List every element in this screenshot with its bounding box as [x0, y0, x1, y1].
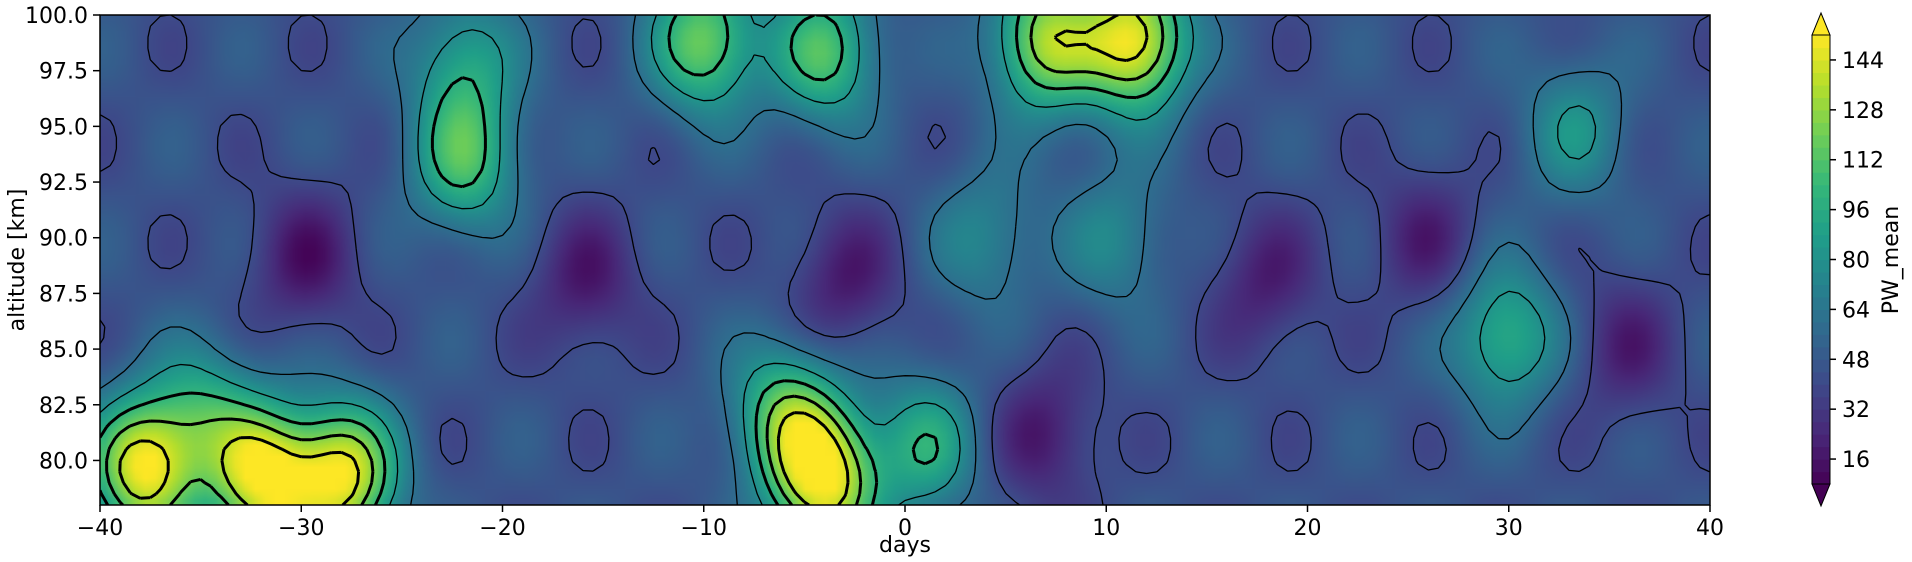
- x-tick-label: −10: [681, 516, 727, 541]
- y-tick-label: 92.5: [39, 171, 88, 196]
- x-tick-label: 10: [1092, 516, 1120, 541]
- colorbar-segment: [1812, 84, 1830, 98]
- contour-level-120: [105, 15, 1165, 505]
- y-tick-label: 100.0: [25, 4, 88, 29]
- colorbar-segment: [1812, 134, 1830, 148]
- colorbar-segment: [1812, 359, 1830, 373]
- y-tick-label: 90.0: [39, 227, 88, 252]
- colorbar-segment: [1812, 222, 1830, 236]
- contour-level-100: [100, 15, 1179, 505]
- colorbar-segment: [1812, 459, 1830, 473]
- colorbar-tick-label: 64: [1842, 298, 1870, 323]
- colorbar-segment: [1812, 159, 1830, 173]
- y-axis-ticks: 80.0 82.5 85.0 87.5 90.0 92.5 95.0 97.5 100.0: [25, 4, 100, 474]
- colorbar-tick-label: 48: [1842, 348, 1870, 373]
- heatmap-field: [100, 15, 1710, 505]
- colorbar-segment: [1812, 421, 1830, 435]
- colorbar-extend-max: [1811, 11, 1831, 36]
- colorbar-segment: [1812, 409, 1830, 423]
- colorbar-segment: [1812, 234, 1830, 248]
- contour-level-80: [100, 15, 1597, 505]
- colorbar-segment: [1812, 209, 1830, 223]
- colorbar-segment: [1812, 309, 1830, 323]
- colorbar-tick-label: 32: [1842, 398, 1870, 423]
- colorbar-label: PW_mean: [1879, 206, 1904, 314]
- plot-area: [99, 14, 1711, 506]
- contour-level-140: [118, 15, 1149, 505]
- colorbar-segment: [1812, 284, 1830, 298]
- colorbar: 16 32 48 64 80 96 112 128 144: [1811, 11, 1884, 508]
- colorbar-segment: [1812, 259, 1830, 273]
- y-axis-label: altitude [km]: [5, 189, 30, 332]
- colorbar-segment: [1812, 72, 1830, 86]
- colorbar-segment: [1812, 321, 1830, 335]
- colorbar-segment: [1812, 471, 1830, 485]
- y-tick-label: 97.5: [39, 60, 88, 85]
- colorbar-tick-label: 96: [1842, 199, 1870, 224]
- colorbar-tick-label: 128: [1842, 99, 1884, 124]
- x-tick-label: −30: [278, 516, 324, 541]
- colorbar-segment: [1812, 97, 1830, 111]
- colorbar-extend-min: [1811, 483, 1831, 508]
- colorbar-segment: [1812, 172, 1830, 186]
- y-tick-label: 80.0: [39, 449, 88, 474]
- colorbar-segment: [1812, 446, 1830, 460]
- colorbar-segment: [1812, 334, 1830, 348]
- x-tick-label: −20: [479, 516, 525, 541]
- colorbar-segment: [1812, 122, 1830, 136]
- x-tick-label: −40: [77, 516, 123, 541]
- y-tick-label: 87.5: [39, 282, 88, 307]
- colorbar-segment: [1812, 147, 1830, 161]
- colorbar-segment: [1812, 247, 1830, 261]
- colorbar-tick-label: 80: [1842, 249, 1870, 274]
- colorbar-segment: [1812, 384, 1830, 398]
- colorbar-segment: [1812, 197, 1830, 211]
- colorbar-segment: [1812, 109, 1830, 123]
- colorbar-segment: [1812, 396, 1830, 410]
- contour-level-60: [100, 15, 1623, 505]
- contour-lines: [100, 15, 1710, 505]
- colorbar-tick-label: 112: [1842, 149, 1884, 174]
- x-axis-ticks: −40 −30 −20 −10 0 10 20 30 40: [77, 505, 1724, 541]
- colorbar-segment: [1812, 271, 1830, 286]
- x-tick-label: 0: [898, 516, 912, 541]
- colorbar-segment: [1812, 434, 1830, 448]
- colorbar-segment: [1812, 296, 1830, 310]
- colorbar-tick-label: 16: [1842, 448, 1870, 473]
- x-axis-label: days: [879, 533, 931, 558]
- y-tick-label: 85.0: [39, 338, 88, 363]
- colorbar-segment: [1812, 346, 1830, 360]
- colorbar-segment: [1812, 59, 1830, 74]
- colorbar-segment: [1812, 371, 1830, 385]
- colorbar-tick-label: 144: [1842, 49, 1884, 74]
- x-tick-label: 20: [1294, 516, 1322, 541]
- colorbar-segment: [1812, 35, 1830, 49]
- x-tick-label: 40: [1696, 516, 1724, 541]
- colorbar-segment: [1812, 47, 1830, 61]
- x-tick-label: 30: [1495, 516, 1523, 541]
- y-tick-label: 82.5: [39, 394, 88, 419]
- colorbar-segment: [1812, 184, 1830, 198]
- y-tick-label: 95.0: [39, 115, 88, 140]
- contour-level-40: [100, 15, 1710, 505]
